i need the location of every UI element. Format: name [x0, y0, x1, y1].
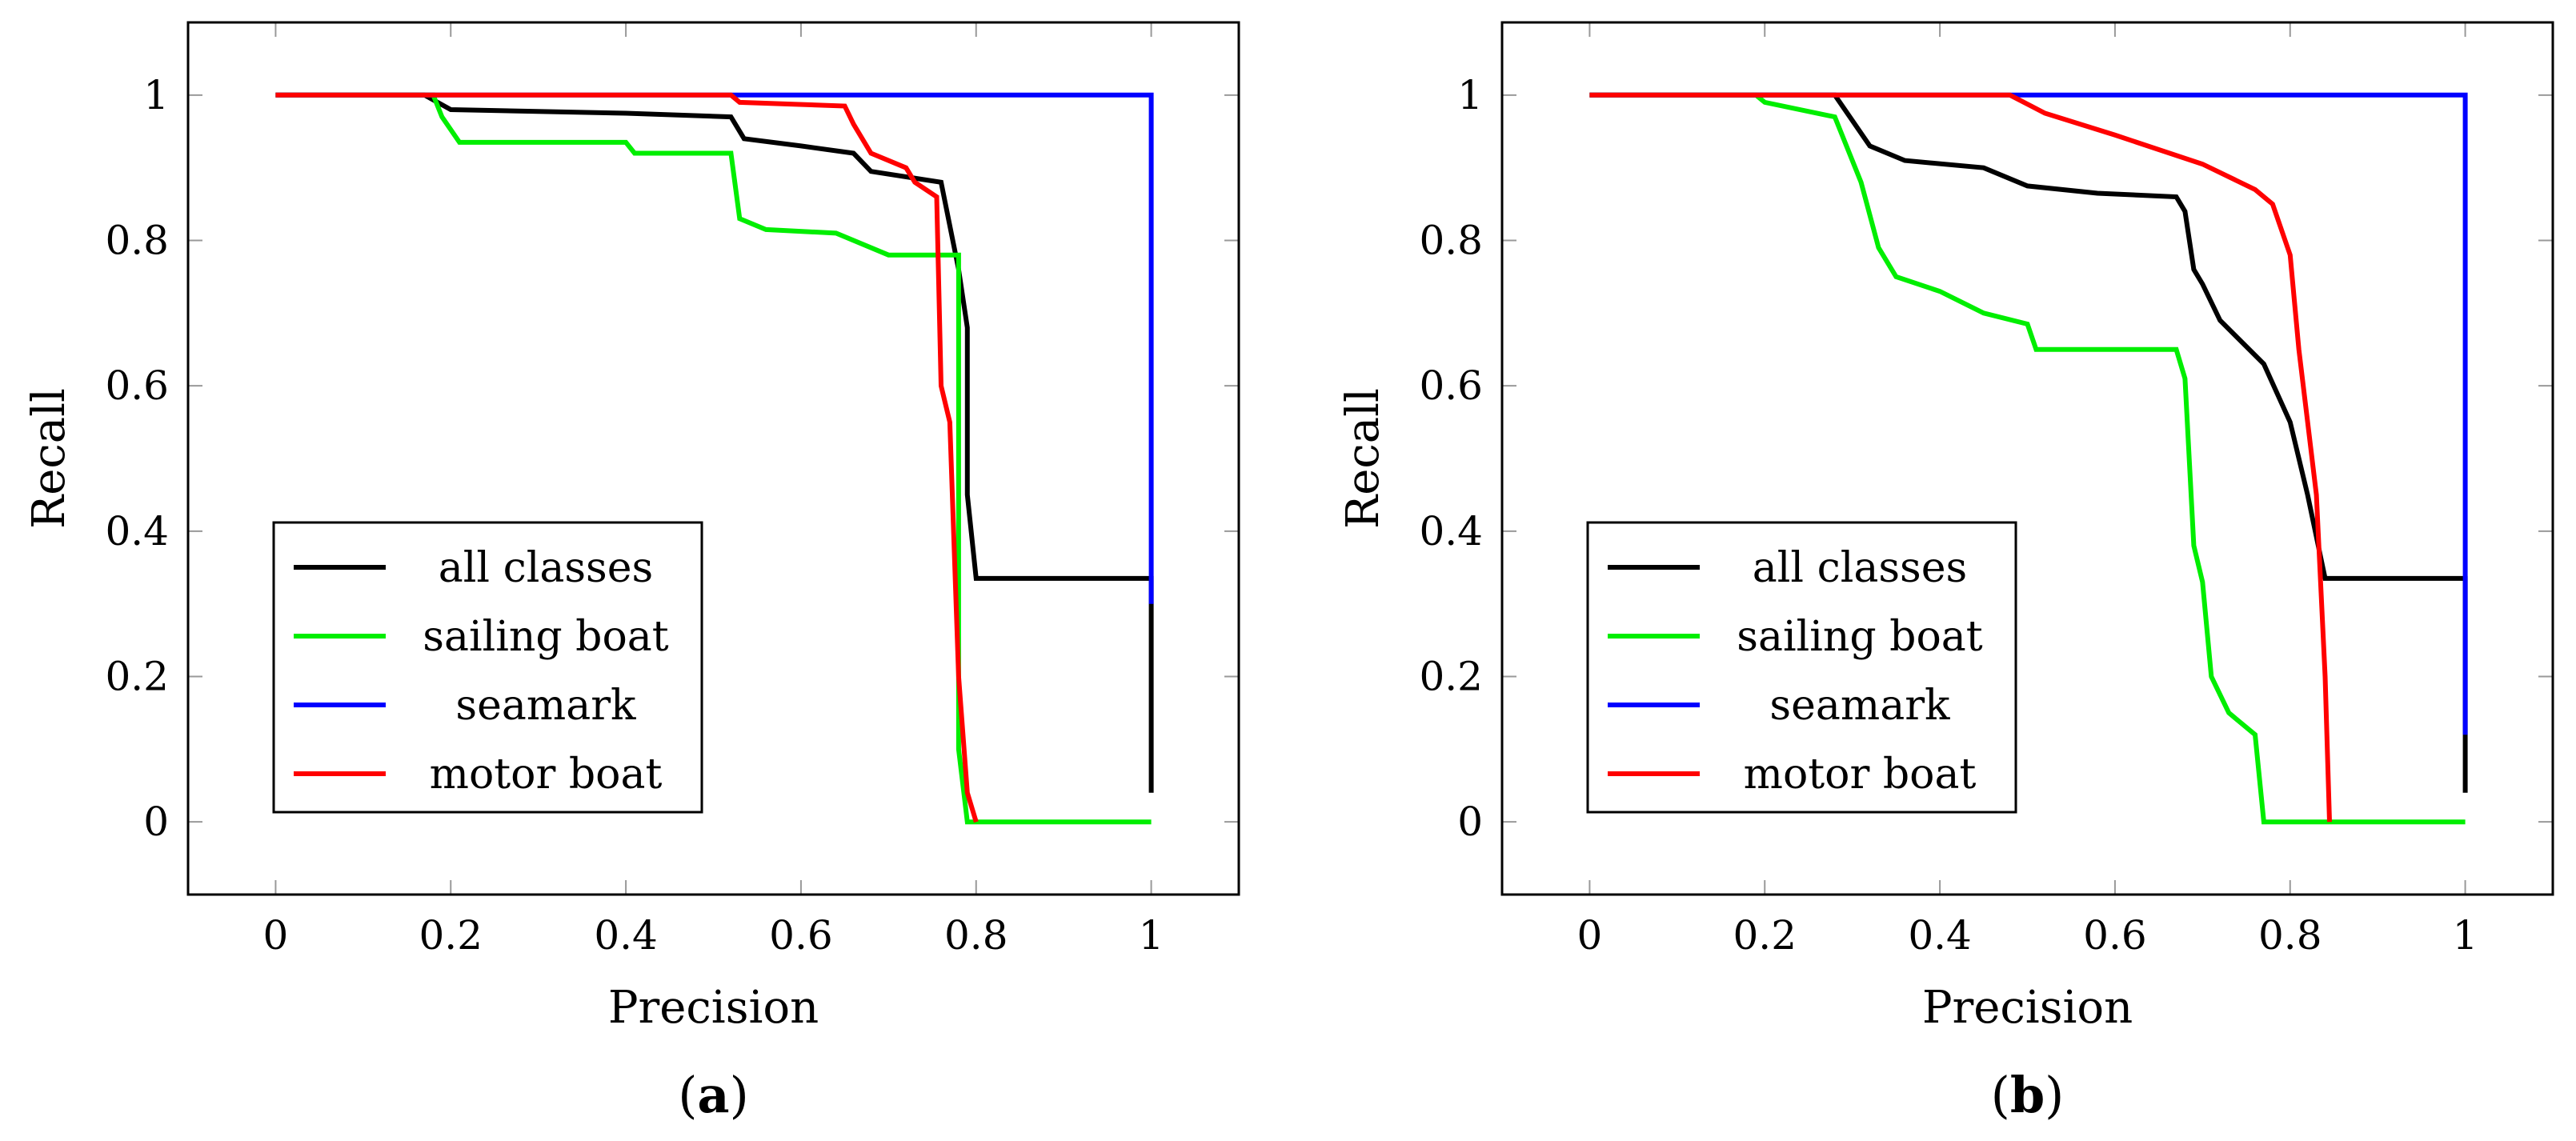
panel-caption: (b): [1991, 1066, 2065, 1124]
x-tick-label: 0.4: [1908, 912, 1972, 959]
y-tick-label: 0.8: [1419, 218, 1483, 264]
plot-frame: [1500, 21, 2554, 896]
x-tick-label: 0.4: [594, 912, 658, 959]
legend-box: [272, 521, 703, 814]
chart-panel-a: 0 0.2 0.4 0.6 0.8 1 0 0.2 0.4 0.6 0.8 1 all classes s…: [23, 21, 1240, 1124]
y-tick-label: 0.6: [105, 362, 169, 409]
y-tick-label: 0.2: [105, 654, 169, 700]
plot-frame: [186, 21, 1240, 896]
series-line-all-classes: [275, 92, 1154, 793]
x-tick-label: 0.6: [2083, 912, 2147, 959]
x-tick-label: 0: [1577, 912, 1603, 959]
chart-panel-b: 0 0.2 0.4 0.6 0.8 1 0 0.2 0.4 0.6 0.8 1 all classes s…: [1337, 21, 2554, 1124]
x-tick-label: 1: [2453, 912, 2478, 959]
x-tick-label: 0.8: [2258, 912, 2322, 959]
y-tick-label: 0.6: [1419, 362, 1483, 409]
legend-label: seamark: [1769, 682, 1950, 730]
series-line-all-classes: [1589, 92, 2468, 793]
y-tick-label: 1: [143, 72, 169, 118]
legend-label: all classes: [1753, 544, 1967, 592]
series-line-sailing-boat: [275, 92, 1152, 825]
series-line-motor-boat: [275, 92, 979, 823]
y-axis-label: Recall: [1337, 388, 1389, 529]
legend-label: motor boat: [1744, 751, 1977, 799]
legend-box: [1586, 521, 2017, 814]
panel-caption-letter: b: [2010, 1066, 2045, 1124]
x-tick-label: 0.8: [944, 912, 1008, 959]
legend-label: sailing boat: [423, 613, 668, 661]
y-tick-label: 0.2: [1419, 654, 1483, 700]
legend-label: motor boat: [430, 751, 663, 799]
legend-label: seamark: [455, 682, 636, 730]
x-tick-label: 0: [263, 912, 289, 959]
legend-label: sailing boat: [1737, 613, 1982, 661]
y-tick-label: 0.4: [1419, 508, 1483, 554]
x-tick-label: 0.2: [419, 912, 483, 959]
series-line-motor-boat: [1589, 92, 2332, 823]
y-tick-label: 0.8: [105, 218, 169, 264]
series-line-sailing-boat: [1589, 92, 2466, 825]
y-tick-label: 0: [143, 799, 169, 845]
x-tick-label: 1: [1139, 912, 1164, 959]
x-axis-label: Precision: [608, 982, 819, 1034]
panel-caption-letter: a: [697, 1066, 729, 1124]
x-tick-label: 0.2: [1733, 912, 1797, 959]
x-tick-label: 0.6: [769, 912, 833, 959]
legend-label: all classes: [439, 544, 653, 592]
y-tick-label: 0: [1457, 799, 1483, 845]
panel-caption: (a): [678, 1066, 749, 1124]
x-axis-label: Precision: [1922, 982, 2133, 1034]
y-tick-label: 0.4: [105, 508, 169, 554]
y-tick-label: 1: [1457, 72, 1483, 118]
y-axis-label: Recall: [23, 388, 75, 529]
